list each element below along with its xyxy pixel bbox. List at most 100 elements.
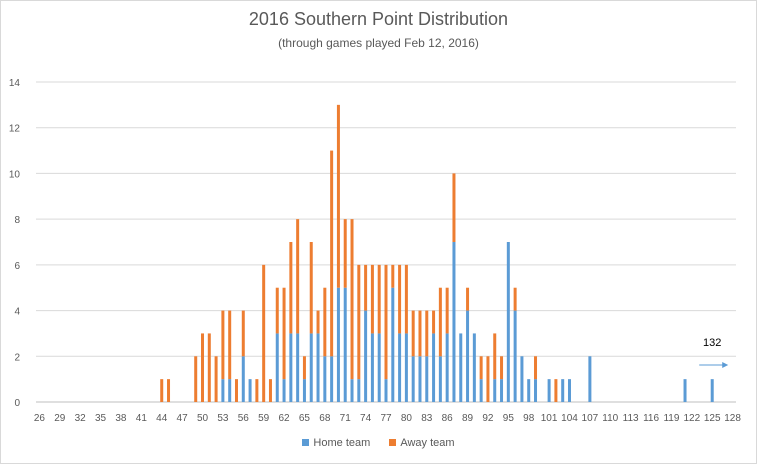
bar-away-team	[432, 310, 436, 334]
x-tick-label: 95	[503, 413, 515, 424]
bar-away-team	[554, 379, 558, 402]
bar-home-team	[425, 356, 429, 402]
bar-away-team	[241, 310, 245, 357]
x-tick-label: 35	[95, 413, 107, 424]
bar-away-team	[160, 379, 164, 402]
bar-away-team	[167, 379, 171, 402]
bar-home-team	[710, 379, 714, 402]
chart-subtitle: (through games played Feb 12, 2016)	[278, 36, 479, 50]
legend-swatch-away	[389, 439, 397, 446]
bar-home-team	[391, 287, 395, 402]
bar-home-team	[302, 379, 306, 402]
x-tick-label: 116	[643, 413, 659, 424]
bar-away-team	[323, 287, 327, 357]
bar-away-team	[425, 310, 429, 357]
bar-home-team	[336, 287, 340, 402]
bar-home-team	[370, 333, 374, 402]
bar-away-team	[228, 310, 232, 380]
x-tick-label: 41	[136, 413, 148, 424]
bar-home-team	[452, 242, 456, 402]
bar-home-team	[567, 379, 571, 402]
bar-away-team	[309, 242, 313, 334]
legend-label-away: Away team	[400, 437, 455, 449]
x-tick-label: 89	[462, 413, 474, 424]
bar-away-team	[282, 287, 286, 380]
y-tick-label: 2	[14, 352, 20, 363]
legend-item-home: Home team	[302, 437, 370, 449]
bar-home-team	[418, 356, 422, 402]
bar-home-team	[466, 310, 470, 402]
bar-away-team	[234, 379, 238, 402]
x-tick-label: 44	[156, 413, 168, 424]
x-tick-label: 110	[602, 413, 618, 424]
bar-away-team	[330, 150, 334, 357]
y-tick-label: 6	[14, 261, 20, 272]
x-tick-label: 38	[115, 413, 127, 424]
y-tick-label: 8	[14, 215, 20, 226]
bar-home-team	[404, 333, 408, 402]
bar-away-team	[296, 219, 300, 334]
x-tick-label: 56	[238, 413, 250, 424]
x-tick-label: 98	[523, 413, 535, 424]
bar-away-team	[255, 379, 259, 402]
y-tick-label: 14	[9, 78, 21, 89]
x-tick-label: 80	[401, 413, 413, 424]
bar-away-team	[262, 264, 266, 402]
x-tick-label: 83	[421, 413, 433, 424]
bar-home-team	[534, 379, 538, 402]
bar-home-team	[316, 333, 320, 402]
annotation-arrow-head	[722, 362, 729, 368]
bar-home-team	[561, 379, 565, 402]
x-tick-label: 113	[623, 413, 639, 424]
legend-item-away: Away team	[389, 437, 455, 449]
x-tick-label: 59	[258, 413, 270, 424]
bar-away-team	[452, 173, 456, 242]
bar-home-team	[241, 356, 245, 402]
bar-away-team	[336, 104, 340, 288]
bar-away-team	[486, 356, 490, 402]
x-tick-label: 53	[217, 413, 229, 424]
bar-away-team	[534, 356, 538, 380]
bar-home-team	[445, 333, 449, 402]
bar-away-team	[438, 287, 442, 357]
y-tick-label: 0	[14, 398, 20, 409]
bar-home-team	[228, 379, 232, 402]
x-tick-label: 92	[482, 413, 494, 424]
x-tick-label: 74	[360, 413, 372, 424]
bar-home-team	[289, 333, 293, 402]
bar-home-team	[547, 379, 551, 402]
x-tick-label: 77	[380, 413, 392, 424]
y-tick-label: 12	[9, 124, 21, 135]
x-tick-label: 86	[442, 413, 454, 424]
bar-away-team	[201, 333, 205, 402]
bar-home-team	[493, 379, 497, 402]
annotation-label: 132	[703, 337, 721, 349]
bar-away-team	[384, 264, 388, 380]
x-tick-label: 128	[724, 413, 741, 424]
bar-away-team	[370, 264, 374, 334]
bar-home-team	[683, 379, 687, 402]
chart-legend: Home team Away team	[0, 437, 757, 449]
bar-home-team	[479, 379, 483, 402]
bar-home-team	[438, 356, 442, 402]
x-tick-label: 62	[278, 413, 290, 424]
bar-away-team	[493, 333, 497, 380]
x-tick-label: 125	[704, 413, 721, 424]
bar-away-team	[513, 287, 517, 311]
bar-away-team	[343, 219, 347, 288]
bar-away-team	[221, 310, 225, 380]
bar-home-team	[343, 287, 347, 402]
bar-home-team	[248, 379, 252, 402]
x-tick-label: 107	[582, 413, 599, 424]
bar-home-team	[330, 356, 334, 402]
bar-away-team	[364, 264, 368, 311]
bar-away-team	[479, 356, 483, 380]
y-tick-label: 10	[9, 169, 21, 180]
x-tick-label: 32	[75, 413, 87, 424]
bar-away-team	[289, 242, 293, 334]
bar-away-team	[391, 264, 395, 288]
bar-away-team	[302, 356, 306, 380]
x-tick-label: 65	[299, 413, 311, 424]
bar-home-team	[296, 333, 300, 402]
bar-home-team	[588, 356, 592, 402]
